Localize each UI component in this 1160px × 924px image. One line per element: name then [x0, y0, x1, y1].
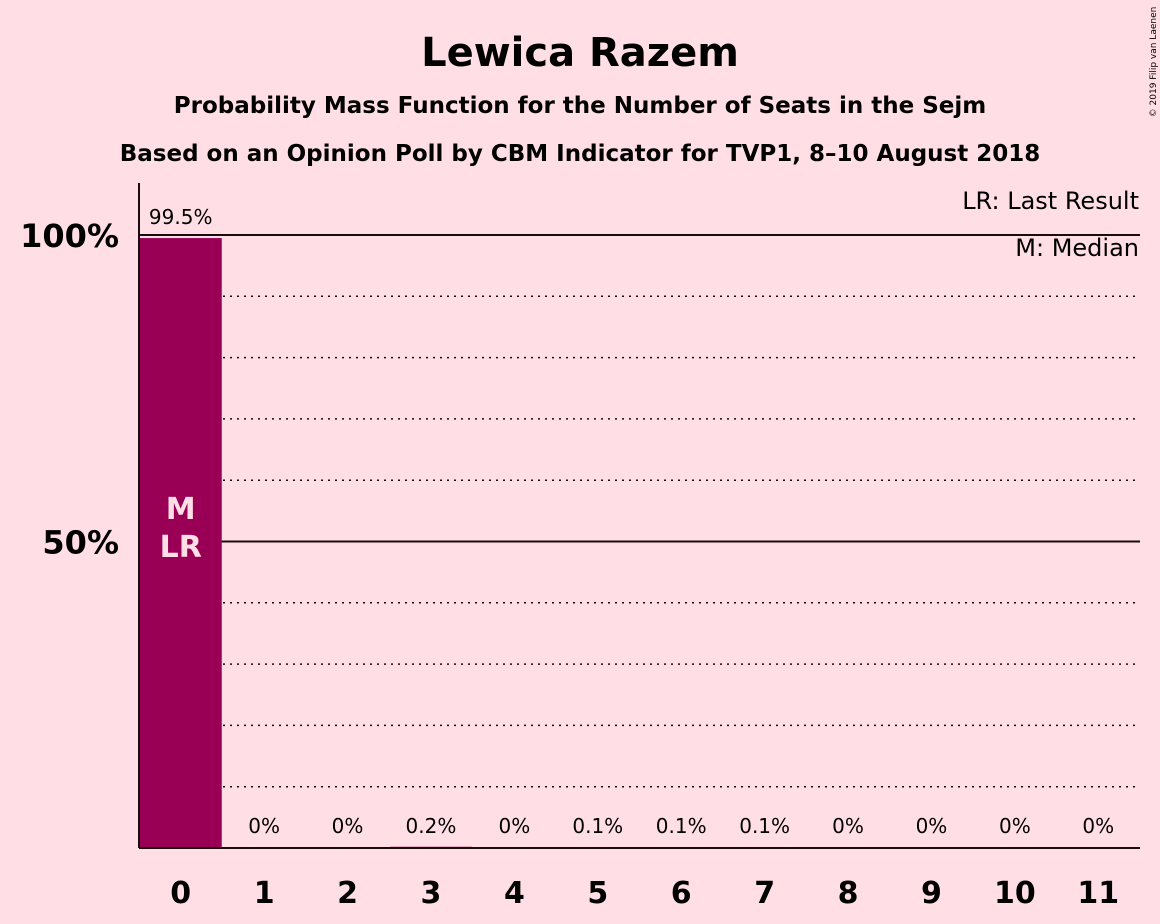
median-mark: M: [166, 492, 196, 527]
value-label: 0.1%: [739, 814, 790, 838]
value-label: 0%: [332, 814, 364, 838]
last-result-mark: LR: [160, 530, 202, 565]
value-label: 0%: [832, 814, 864, 838]
bar-seats-0: [140, 238, 222, 848]
x-tick-label: 2: [337, 876, 358, 911]
value-label: 0%: [248, 814, 280, 838]
chart-title: Lewica Razem: [421, 30, 739, 76]
x-tick-label: 8: [838, 876, 859, 911]
value-label: 0%: [999, 814, 1031, 838]
chart-subtitle-poll: Based on an Opinion Poll by CBM Indicato…: [120, 141, 1041, 167]
x-tick-labels: 0 1 2 3 4 5 6 7 8 9 10 11: [170, 876, 1119, 911]
x-tick-label: 10: [994, 876, 1036, 911]
grid-lines: [139, 234, 1140, 788]
x-tick-label: 4: [504, 876, 525, 911]
y-tick-label: 50%: [42, 524, 119, 562]
legend-last-result: LR: Last Result: [962, 187, 1139, 215]
value-label: 0.1%: [656, 814, 707, 838]
x-tick-label: 9: [921, 876, 942, 911]
x-tick-label: 6: [671, 876, 692, 911]
legend-median: M: Median: [1015, 234, 1139, 262]
y-tick-labels: 50% 100%: [20, 217, 119, 562]
x-tick-label: 11: [1077, 876, 1119, 911]
x-tick-label: 3: [421, 876, 442, 911]
y-tick-label: 100%: [20, 217, 119, 255]
value-label: 0%: [1082, 814, 1114, 838]
bar-marks: MLR: [160, 492, 202, 565]
value-label: 0%: [499, 814, 531, 838]
x-tick-label: 0: [170, 876, 191, 911]
value-label: 99.5%: [149, 205, 213, 229]
bars: [140, 238, 806, 848]
value-label: 0%: [916, 814, 948, 838]
value-label: 0.1%: [572, 814, 623, 838]
copyright-notice: © 2019 Filip van Laenen: [1149, 7, 1159, 118]
value-label: 0.2%: [406, 814, 457, 838]
x-tick-label: 5: [587, 876, 608, 911]
x-tick-label: 1: [254, 876, 275, 911]
axes: [138, 183, 1140, 849]
value-labels: 99.5% 0% 0% 0.2% 0% 0.1% 0.1% 0.1% 0% 0% 0% 0%: [149, 205, 1114, 838]
chart-subtitle: Probability Mass Function for the Number…: [174, 93, 986, 119]
x-tick-label: 7: [754, 876, 775, 911]
